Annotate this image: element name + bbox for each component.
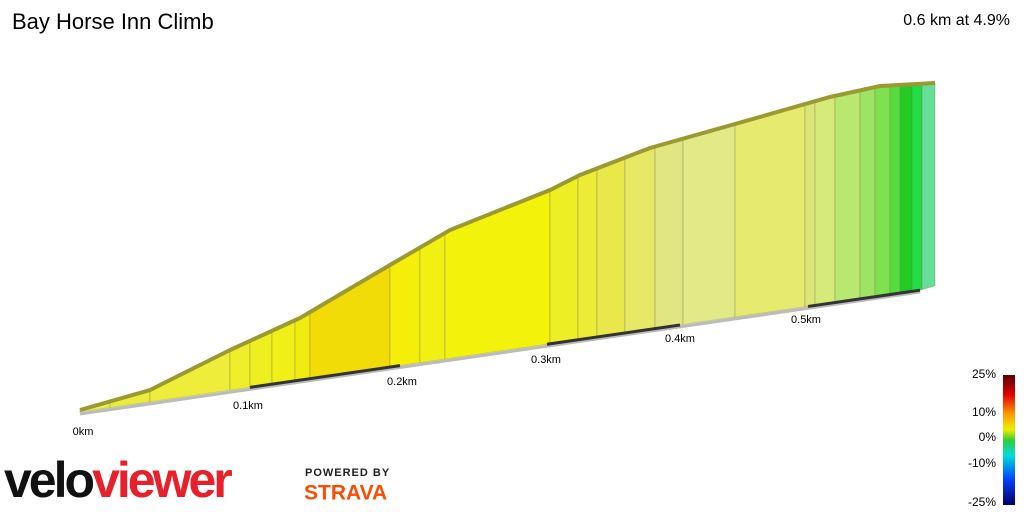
profile-segment bbox=[654, 138, 684, 330]
distance-label: 0.1km bbox=[233, 400, 263, 412]
powered-by: POWERED BY bbox=[305, 467, 390, 479]
legend-label: -25% bbox=[968, 495, 996, 509]
profile-edge bbox=[79, 81, 936, 412]
logo: veloviewer bbox=[4, 452, 232, 508]
logo-right: viewer bbox=[92, 452, 232, 508]
distance-label: 0.2km bbox=[387, 376, 417, 388]
distance-label: 0.4km bbox=[665, 333, 695, 345]
distance-label: 0.3km bbox=[531, 354, 561, 366]
profile-segment bbox=[444, 189, 551, 360]
title: Bay Horse Inn Climb bbox=[12, 9, 214, 34]
legend-label: 0% bbox=[979, 430, 997, 444]
profile-segment bbox=[734, 103, 806, 318]
legend-label: -10% bbox=[968, 456, 996, 470]
distance-labels: 0km 0.1km 0.2km 0.3km 0.4km 0.5km bbox=[73, 314, 821, 438]
profile-segment bbox=[309, 264, 391, 380]
profile-segment bbox=[889, 84, 901, 296]
distance-label: 0km bbox=[73, 426, 94, 438]
ground-segment bbox=[807, 288, 921, 308]
profile-segment bbox=[596, 156, 626, 338]
profile-segment bbox=[814, 95, 836, 307]
ground-segment bbox=[546, 323, 681, 346]
profile-segment bbox=[899, 83, 913, 294]
gradient-legend: 25% 10% 0% -10% -25% bbox=[968, 367, 996, 509]
profile-segment bbox=[294, 311, 311, 382]
profile-segment bbox=[624, 145, 656, 334]
profile-segment bbox=[804, 100, 816, 308]
gradient-scale bbox=[1003, 375, 1015, 505]
elevation-profile bbox=[79, 81, 936, 416]
legend-label: 10% bbox=[972, 405, 996, 419]
profile-segment bbox=[874, 84, 891, 298]
distance-label: 0.5km bbox=[791, 314, 821, 326]
logo-left: velo bbox=[4, 452, 94, 508]
profile-segment bbox=[577, 167, 598, 341]
ground-segment bbox=[249, 364, 401, 389]
profile-segment bbox=[419, 232, 446, 364]
strava: STRAVA bbox=[304, 482, 387, 505]
profile-segment bbox=[834, 89, 861, 304]
profile-segment bbox=[921, 82, 936, 291]
legend-label: 25% bbox=[972, 367, 996, 381]
profile-segment bbox=[859, 86, 876, 300]
ground-line bbox=[79, 290, 921, 416]
profile-segment bbox=[682, 123, 736, 326]
profile-segment bbox=[549, 175, 579, 345]
profile-segment bbox=[911, 83, 923, 292]
summary: 0.6 km at 4.9% bbox=[903, 12, 1010, 29]
profile-segment bbox=[389, 246, 421, 368]
